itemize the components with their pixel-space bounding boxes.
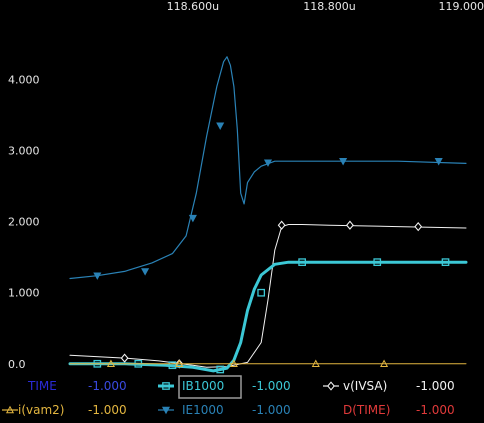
series-line-ie1000 <box>69 56 467 280</box>
data-point-ie1000 <box>141 268 150 276</box>
data-point-ib1000 <box>441 258 450 267</box>
data-point-i-vam2 <box>229 359 238 367</box>
series-line-ib1000 <box>68 260 468 373</box>
data-point-v-ivsa <box>277 220 286 230</box>
data-point-i-vam2 <box>380 359 389 367</box>
y-tick-label: 3.000 <box>8 145 40 158</box>
series-line-v-ivsa <box>69 224 467 368</box>
data-point-v-ivsa <box>120 353 129 363</box>
legend-name-i-vam2[interactable]: i(vam2) <box>18 403 64 417</box>
data-point-ie1000 <box>339 158 348 166</box>
legend-selection-box[interactable] <box>178 375 242 399</box>
legend-marker-icon-i-vam2 <box>5 405 15 414</box>
legend-name-ie1000[interactable]: IE1000 <box>182 403 224 417</box>
legend-value-ie1000: -1.000 <box>252 403 291 417</box>
y-tick-label: 4.000 <box>8 74 40 87</box>
data-point-v-ivsa <box>414 221 423 232</box>
legend-value-v-ivsa: -1.000 <box>416 379 455 393</box>
data-point-i-vam2 <box>175 359 184 367</box>
data-point-ib1000 <box>298 258 306 267</box>
data-point-ib1000 <box>216 365 225 374</box>
y-tick-label: 2.000 <box>8 216 40 229</box>
x-tick-label: 119.000 <box>439 0 484 13</box>
legend-name-ib1000[interactable]: IB1000 <box>182 379 224 393</box>
legend-marker-icon-ib1000 <box>162 382 170 390</box>
data-point-ib1000 <box>168 361 177 370</box>
legend-value-time: -1.000 <box>88 379 127 393</box>
legend-name-time[interactable]: TIME <box>27 379 57 393</box>
y-tick-label: 0.0 <box>8 358 26 371</box>
legend-name-v-ivsa[interactable]: v(IVSA) <box>343 379 387 393</box>
data-point-i-vam2 <box>106 359 116 367</box>
legend-value-i-vam2: -1.000 <box>88 403 127 417</box>
x-tick-label: 118.600u <box>167 0 219 13</box>
data-point-ie1000 <box>216 122 225 130</box>
data-point-i-vam2 <box>311 359 320 367</box>
data-point-ie1000 <box>93 272 102 280</box>
data-point-ie1000 <box>434 158 443 166</box>
data-point-ib1000 <box>257 288 266 297</box>
y-tick-label: 1.000 <box>8 287 40 300</box>
legend-marker-icon-v-ivsa <box>327 381 335 391</box>
data-point-ie1000 <box>188 214 197 223</box>
legend-value-d-time: -1.000 <box>416 403 455 417</box>
data-point-ie1000 <box>263 159 273 167</box>
x-tick-label: 118.800u <box>303 0 355 13</box>
data-point-v-ivsa <box>346 220 354 230</box>
legend-value-ib1000: -1.000 <box>252 379 291 393</box>
data-point-ib1000 <box>373 258 382 267</box>
legend-marker-icon-ie1000 <box>161 406 171 415</box>
legend-name-d-time[interactable]: D(TIME) <box>343 403 390 417</box>
